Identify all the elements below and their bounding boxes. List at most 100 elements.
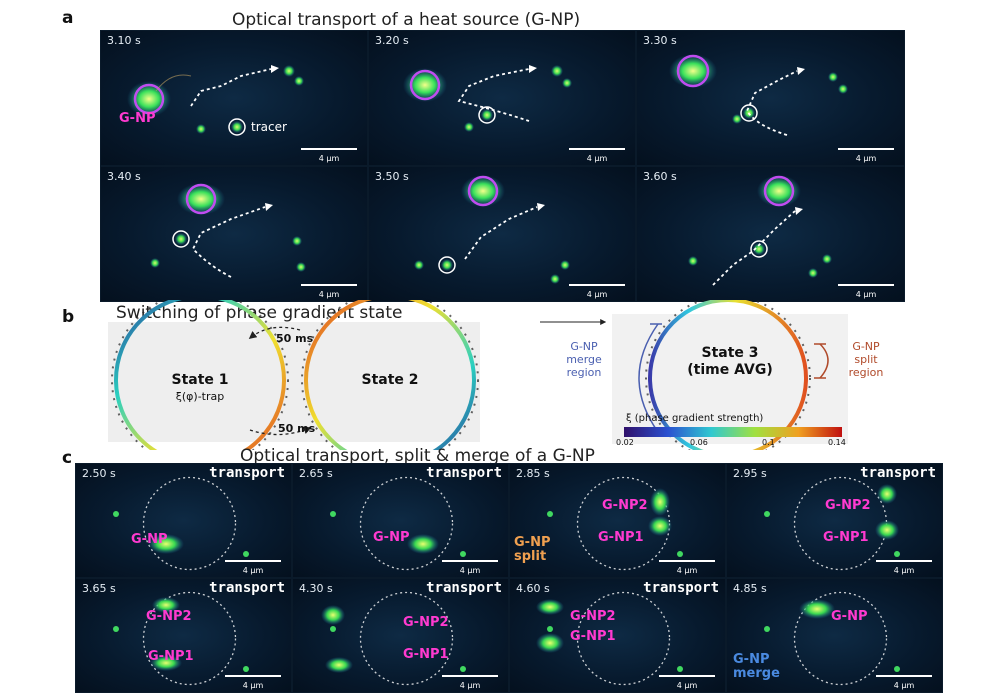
- interval-top-label: 50 ms: [276, 332, 314, 345]
- scale-bar: [225, 675, 281, 677]
- scale-bar: [659, 675, 715, 677]
- frame-c-1: 2.50 s transport G-NP 4 μm: [75, 463, 292, 578]
- frame-a-2-time: 3.20 s: [375, 34, 409, 47]
- state2-label: State 2: [361, 372, 419, 388]
- frame-c-1-time: 2.50 s: [82, 467, 116, 480]
- frame-c-2: 2.65 s transport G-NP 4 μm: [292, 463, 509, 578]
- frame-c-6-np-label: G-NP2: [403, 615, 449, 630]
- frame-c-4-mode: transport: [860, 465, 936, 481]
- panel-a-letter: a: [62, 8, 74, 28]
- frame-c-4-time: 2.95 s: [733, 467, 767, 480]
- tracer-label: tracer: [251, 120, 287, 134]
- frame-c-7-np-label: G-NP1: [570, 629, 616, 644]
- frame-a-6: 3.60 s 4 μm: [636, 166, 905, 302]
- frame-c-1-mode: transport: [209, 465, 285, 481]
- frame-c-5-image: [113, 591, 249, 686]
- state2-ring: [304, 300, 476, 450]
- frame-c-6-time: 4.30 s: [299, 582, 333, 595]
- frame-c-5: 3.65 s transport G-NP2 G-NP1 4 μm: [75, 578, 292, 693]
- panel-b-letter: b: [62, 307, 75, 327]
- frame-c-4: 2.95 s transport G-NP2 G-NP1 4 μm: [726, 463, 943, 578]
- frame-c-2-mode: transport: [426, 465, 502, 481]
- scale-bar-label: 4 μm: [676, 566, 698, 575]
- frame-c-4-np-label: G-NP1: [823, 530, 869, 545]
- scale-bar-label: 4 μm: [586, 154, 608, 163]
- frame-c-5-np-label: G-NP1: [148, 649, 194, 664]
- panel-c-grid: 2.50 s transport G-NP 4 μm 2.65 s transport G-…: [75, 463, 943, 693]
- split-annotation: G-NP split: [514, 535, 551, 564]
- frame-c-3-image: [547, 476, 683, 571]
- scale-bar: [569, 148, 625, 150]
- frame-c-3: 2.85 s G-NP2 G-NP1 4 μm G-NP split: [509, 463, 726, 578]
- frame-a-4: 3.40 s 4 μm: [100, 166, 368, 302]
- frame-c-4-np-label: G-NP2: [825, 498, 871, 513]
- frame-c-3-np-label: G-NP1: [598, 530, 644, 545]
- state3-label-line1: State 3: [701, 345, 759, 361]
- frame-c-8-time: 4.85 s: [733, 582, 767, 595]
- frame-c-7-mode: transport: [643, 580, 719, 596]
- frame-c-8-image: [764, 591, 900, 686]
- scale-bar: [301, 284, 357, 286]
- frame-c-6-image: [321, 591, 466, 686]
- frame-c-5-mode: transport: [209, 580, 285, 596]
- frame-c-3-np-label: G-NP2: [602, 498, 648, 513]
- frame-c-7: 4.60 s transport G-NP2 G-NP1 4 μm: [509, 578, 726, 693]
- state1-label: State 1: [171, 372, 229, 388]
- frame-a-3-time: 3.30 s: [643, 34, 677, 47]
- scale-bar: [876, 675, 932, 677]
- scale-bar: [442, 560, 498, 562]
- colorbar-title: ξ (phase gradient strength): [626, 413, 764, 424]
- frame-c-7-np-label: G-NP2: [570, 609, 616, 624]
- frame-a-3-image: [669, 54, 848, 136]
- frame-a-3: 3.30 s 4 μm: [636, 30, 905, 166]
- scale-bar: [876, 560, 932, 562]
- colorbar-tick-1: 0.02: [616, 438, 634, 447]
- scale-bar-label: 4 μm: [586, 290, 608, 299]
- frame-c-7-image: [536, 591, 683, 686]
- frame-c-4-image: [764, 476, 900, 571]
- scale-bar-label: 4 μm: [855, 154, 877, 163]
- merge-region-label: G-NP merge region: [566, 340, 602, 379]
- scale-bar-label: 4 μm: [459, 566, 481, 575]
- scale-bar: [569, 284, 625, 286]
- frame-a-5: 3.50 s 4 μm: [368, 166, 636, 302]
- scale-bar: [659, 560, 715, 562]
- frame-c-2-image: [330, 476, 466, 571]
- frame-a-1-np-label: G-NP: [119, 111, 156, 126]
- frame-a-2-image: [403, 65, 572, 132]
- frame-c-7-time: 4.60 s: [516, 582, 550, 595]
- scale-bar-label: 4 μm: [459, 681, 481, 690]
- scale-bar-label: 4 μm: [893, 681, 915, 690]
- split-region-label: G-NP split region: [848, 340, 884, 379]
- frame-c-2-np-label: G-NP: [373, 530, 410, 545]
- frame-a-6-image: [688, 175, 832, 286]
- panel-c-letter: c: [62, 448, 73, 468]
- frame-c-5-np-label: G-NP2: [146, 609, 192, 624]
- frame-a-5-time: 3.50 s: [375, 170, 409, 183]
- frame-a-2: 3.20 s 4 μm: [368, 30, 636, 166]
- scale-bar-label: 4 μm: [318, 154, 340, 163]
- scale-bar-label: 4 μm: [855, 290, 877, 299]
- state3-label-line2: (time AVG): [687, 362, 773, 378]
- frame-a-1: 3.10 s G-NP tracer 4 μm: [100, 30, 368, 166]
- frame-a-4-image: [150, 183, 306, 278]
- frame-c-6-np-label: G-NP1: [403, 647, 449, 662]
- state3-ring: [648, 300, 808, 450]
- scale-bar-label: 4 μm: [242, 566, 264, 575]
- frame-c-3-time: 2.85 s: [516, 467, 550, 480]
- scale-bar: [225, 560, 281, 562]
- scale-bar-label: 4 μm: [676, 681, 698, 690]
- frame-c-6: 4.30 s transport G-NP2 G-NP1 4 μm: [292, 578, 509, 693]
- scale-bar-label: 4 μm: [893, 566, 915, 575]
- frame-a-4-time: 3.40 s: [107, 170, 141, 183]
- panel-c-title: Optical transport, split & merge of a G-…: [240, 446, 595, 466]
- frame-c-8: 4.85 s G-NP 4 μm G-NP merge: [726, 578, 943, 693]
- frame-c-1-np-label: G-NP: [131, 532, 168, 547]
- colorbar-tick-2: 0.06: [690, 438, 708, 447]
- state1-ring: [114, 300, 286, 450]
- panel-a-grid: 3.10 s G-NP tracer 4 μm 3.20 s 4 μm: [100, 30, 905, 302]
- frame-a-1-image: [127, 65, 304, 136]
- frame-c-2-time: 2.65 s: [299, 467, 333, 480]
- state1-sublabel: ξ(φ)-trap: [175, 390, 225, 403]
- merge-annotation: G-NP merge: [733, 652, 780, 681]
